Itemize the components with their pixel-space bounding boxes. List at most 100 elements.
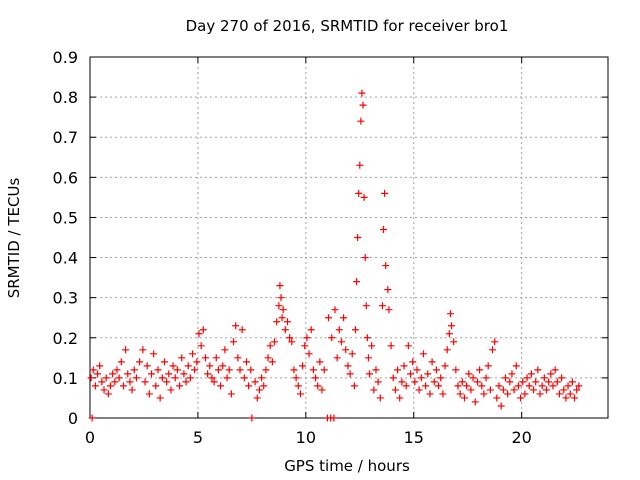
data-point	[119, 382, 127, 390]
data-point	[532, 378, 540, 386]
data-point	[275, 302, 283, 310]
y-tick-label: 0.4	[53, 249, 78, 268]
data-point	[454, 382, 462, 390]
data-point	[232, 322, 240, 330]
data-point	[266, 342, 274, 350]
data-point	[398, 378, 406, 386]
data-point	[204, 370, 212, 378]
data-point	[312, 374, 320, 382]
data-point	[141, 378, 149, 386]
data-point	[378, 302, 386, 310]
data-point	[484, 362, 492, 370]
data-point	[549, 382, 557, 390]
x-tick-label: 15	[404, 428, 424, 447]
data-point	[113, 366, 121, 374]
data-point	[184, 362, 192, 370]
data-point	[450, 338, 458, 346]
data-point	[160, 358, 168, 366]
data-point	[165, 370, 173, 378]
data-point	[180, 370, 188, 378]
data-point	[446, 310, 454, 318]
data-point	[359, 101, 367, 109]
data-point	[255, 386, 263, 394]
data-point	[324, 314, 332, 322]
data-point	[290, 366, 298, 374]
data-point	[558, 374, 566, 382]
data-point	[536, 390, 544, 398]
data-point	[514, 382, 522, 390]
data-point	[471, 398, 479, 406]
data-point	[176, 382, 184, 390]
data-point	[351, 326, 359, 334]
data-point	[555, 390, 563, 398]
data-point	[143, 362, 151, 370]
data-point	[575, 382, 583, 390]
data-point	[214, 366, 222, 374]
data-point	[363, 334, 371, 342]
data-point	[158, 374, 166, 382]
data-point	[217, 382, 225, 390]
data-point	[504, 390, 512, 398]
data-point	[273, 318, 281, 326]
y-tick-label: 0.6	[53, 168, 78, 187]
axis-ticks: 0 0.1 0.2 0.3 0.4 0.5 0.6 0.7 0.8 0.9 0 5 10 15 20	[53, 48, 608, 447]
data-point	[384, 286, 392, 294]
data-point	[117, 358, 125, 366]
data-point	[173, 366, 181, 374]
data-point	[301, 342, 309, 350]
data-point	[463, 382, 471, 390]
data-point	[264, 354, 272, 362]
y-tick-label: 0.1	[53, 369, 78, 388]
data-point	[356, 161, 364, 169]
data-point	[283, 318, 291, 326]
data-point	[87, 374, 95, 382]
data-point	[560, 386, 568, 394]
data-point	[404, 342, 412, 350]
data-point	[94, 370, 102, 378]
data-point	[501, 374, 509, 382]
data-point	[571, 394, 579, 402]
data-point	[286, 334, 294, 342]
data-point	[251, 378, 259, 386]
data-point	[362, 302, 370, 310]
data-point	[342, 346, 350, 354]
data-point	[210, 378, 218, 386]
data-point	[281, 326, 289, 334]
data-point	[307, 326, 315, 334]
data-point	[530, 386, 538, 394]
data-point	[309, 366, 317, 374]
y-tick-label: 0.5	[53, 208, 78, 227]
data-point	[364, 354, 372, 362]
chart-title: Day 270 of 2016, SRMTID for receiver bro…	[186, 17, 509, 35]
data-point	[111, 378, 119, 386]
data-point	[439, 390, 447, 398]
data-point	[394, 366, 402, 374]
data-point	[240, 374, 248, 382]
data-point	[525, 382, 533, 390]
data-point	[102, 374, 110, 382]
data-point	[385, 306, 393, 314]
data-point	[89, 366, 97, 374]
data-point	[139, 346, 147, 354]
data-point	[154, 366, 162, 374]
data-point	[400, 362, 408, 370]
data-point	[512, 362, 520, 370]
data-point	[167, 386, 175, 394]
data-point	[478, 382, 486, 390]
data-point	[132, 374, 140, 382]
data-point	[437, 374, 445, 382]
data-point	[303, 334, 311, 342]
data-point	[206, 362, 214, 370]
data-point	[353, 278, 361, 286]
data-point	[150, 350, 158, 358]
data-point	[467, 386, 475, 394]
data-point	[493, 394, 501, 402]
data-point	[424, 370, 432, 378]
data-point	[107, 382, 115, 390]
data-point	[219, 362, 227, 370]
data-point	[402, 382, 410, 390]
data-point	[130, 366, 138, 374]
data-point	[346, 370, 354, 378]
data-point	[432, 366, 440, 374]
data-point	[294, 382, 302, 390]
